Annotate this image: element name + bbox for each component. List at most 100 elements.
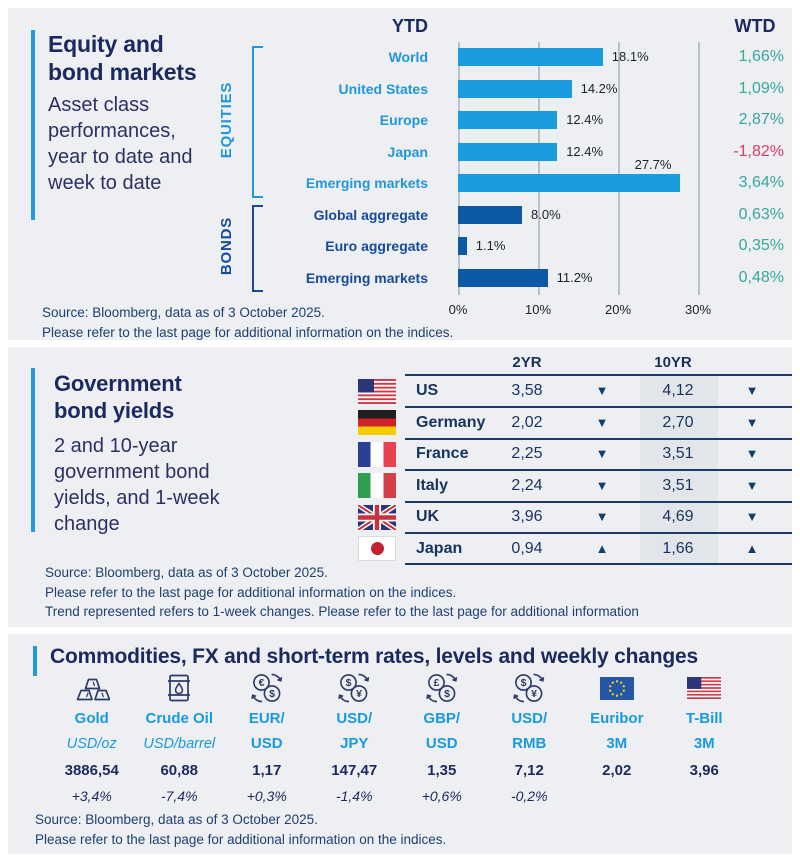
- source-line: Source: Bloomberg, data as of 3 October …: [35, 812, 318, 827]
- panel-title: Government bond yields: [54, 371, 182, 423]
- yield-2yr-value: 0,94: [511, 539, 543, 557]
- gold-bars-icon: [74, 670, 110, 706]
- commodity-column: Euribor 3M 2,02: [573, 670, 661, 808]
- instrument-level: 1,17: [252, 762, 282, 779]
- gridline-20pct: [618, 42, 620, 295]
- gridline-30pct: [698, 42, 700, 295]
- table-divider: [405, 374, 792, 376]
- ytd-value-label: 11.2%: [556, 269, 593, 285]
- country-label: US: [416, 382, 439, 399]
- equities-bracket: [252, 46, 263, 198]
- instrument-sub-label: JPY: [340, 735, 369, 752]
- flag-jp-icon: [358, 536, 396, 561]
- commodity-column: T-Bill 3M 3,96: [661, 670, 749, 808]
- ytd-bar: [458, 205, 522, 224]
- currency-swap-icon: $ ¥: [512, 670, 546, 706]
- category-label: United States: [338, 80, 428, 97]
- svg-text:$: $: [346, 677, 352, 689]
- commodity-column: $ ¥ USD/RMB 7,12 -0,2%: [486, 670, 574, 808]
- yield-2yr-value: 3,58: [511, 382, 543, 399]
- commodity-column: £ $ GBP/USD 1,35 +0,6%: [398, 670, 486, 808]
- yield-10yr-value: 1,66: [662, 539, 694, 557]
- trend-down-icon: ▼: [595, 414, 609, 430]
- ytd-bar: [458, 79, 572, 98]
- table-divider: [405, 532, 792, 534]
- category-label: Europe: [379, 112, 428, 128]
- us-flag-icon: [687, 670, 722, 706]
- source-note: Source: Bloomberg, data as of 3 October …: [45, 563, 639, 622]
- wtd-value: 1,09%: [738, 79, 784, 97]
- trend-down-icon: ▼: [745, 509, 759, 525]
- commodities-fx-panel: Commodities, FX and short-term rates, le…: [8, 634, 792, 854]
- bonds-group-label: BONDS: [218, 216, 235, 276]
- accent-bar: [31, 30, 35, 220]
- wtd-value: 3,64%: [738, 174, 784, 191]
- country-label: Japan: [416, 539, 463, 557]
- instrument-name: GBP/: [423, 710, 461, 727]
- japan-sun: [370, 542, 384, 555]
- svg-text:$: $: [269, 688, 275, 700]
- wtd-column-header: WTD: [734, 16, 776, 36]
- country-label: Germany: [416, 413, 486, 431]
- col-header-10yr: 10YR: [654, 354, 692, 371]
- instrument-name: Crude Oil: [145, 710, 213, 727]
- ytd-bar: [458, 174, 680, 192]
- table-divider: [405, 500, 792, 503]
- yield-10yr-value: 4,12: [662, 382, 694, 399]
- currency-swap-icon: € $: [250, 670, 284, 706]
- instrument-name: Euribor: [590, 710, 644, 727]
- instrument-level: 7,12: [514, 762, 544, 779]
- panel-subtitle: 2 and 10-year government bond yields, an…: [54, 435, 220, 535]
- instrument-sub-label: USD/barrel: [143, 736, 216, 752]
- yield-2yr-value: 2,25: [511, 445, 543, 463]
- trend-up-icon: ▲: [745, 540, 759, 556]
- flag-fr-icon: [358, 441, 396, 467]
- source-line: Please refer to the last page for additi…: [35, 831, 447, 847]
- svg-text:$: $: [444, 688, 450, 700]
- x-axis-tick: 30%: [684, 302, 712, 317]
- ytd-value-label: 14.2%: [580, 80, 618, 96]
- instrument-level: 147,47: [331, 762, 378, 779]
- instrument-sub-label: USD/oz: [66, 736, 117, 752]
- eu-flag-icon: [599, 670, 634, 706]
- instrument-level: 3886,54: [64, 762, 119, 779]
- yield-10yr-value: 3,51: [662, 476, 694, 494]
- ytd-value-label: 18.1%: [611, 49, 649, 64]
- weekly-change: -1,4%: [335, 788, 373, 804]
- table-divider: [405, 437, 792, 440]
- trend-up-icon: ▲: [595, 540, 609, 556]
- instrument-sub-label: 3M: [693, 735, 715, 752]
- yield-10yr-value: 4,69: [662, 508, 694, 526]
- category-label: Emerging markets: [305, 175, 428, 191]
- wtd-value: -1,82%: [733, 142, 784, 160]
- wtd-value: 0,35%: [738, 237, 784, 254]
- category-label: Japan: [387, 143, 428, 160]
- category-label: Euro aggregate: [325, 238, 428, 254]
- table-divider: [405, 469, 792, 471]
- country-label: UK: [416, 508, 440, 526]
- instrument-name: EUR/: [248, 710, 285, 727]
- source-line: Please refer to the last page for additi…: [45, 584, 457, 600]
- weekly-change: +3,4%: [71, 788, 112, 804]
- table-divider: [405, 406, 792, 408]
- ytd-value-label: 27.7%: [634, 157, 672, 172]
- yield-2yr-value: 3,96: [511, 508, 543, 526]
- source-line: Please refer to the last page for additi…: [42, 324, 454, 340]
- commodity-column: € $ EUR/USD 1,17 +0,3%: [223, 670, 311, 808]
- flag-uk-icon: [356, 502, 398, 532]
- wtd-value: 2,87%: [738, 111, 784, 128]
- currency-swap-icon: $ ¥: [337, 670, 371, 706]
- category-label: Emerging markets: [305, 269, 428, 286]
- instrument-name: Gold: [74, 710, 109, 727]
- trend-down-icon: ▼: [595, 383, 609, 398]
- flag-it-icon: [358, 473, 396, 499]
- ytd-value-label: 12.4%: [566, 112, 604, 127]
- yield-10yr-value: 3,51: [662, 445, 694, 463]
- commodity-column: Gold USD/oz 3886,54 +3,4%: [48, 670, 136, 808]
- instrument-level: 3,96: [689, 762, 719, 779]
- trend-down-icon: ▼: [745, 383, 759, 398]
- oil-barrel-icon: [164, 670, 194, 706]
- instrument-level: 1,35: [427, 762, 457, 779]
- wtd-value: 0,63%: [738, 205, 784, 223]
- trend-down-icon: ▼: [595, 509, 609, 525]
